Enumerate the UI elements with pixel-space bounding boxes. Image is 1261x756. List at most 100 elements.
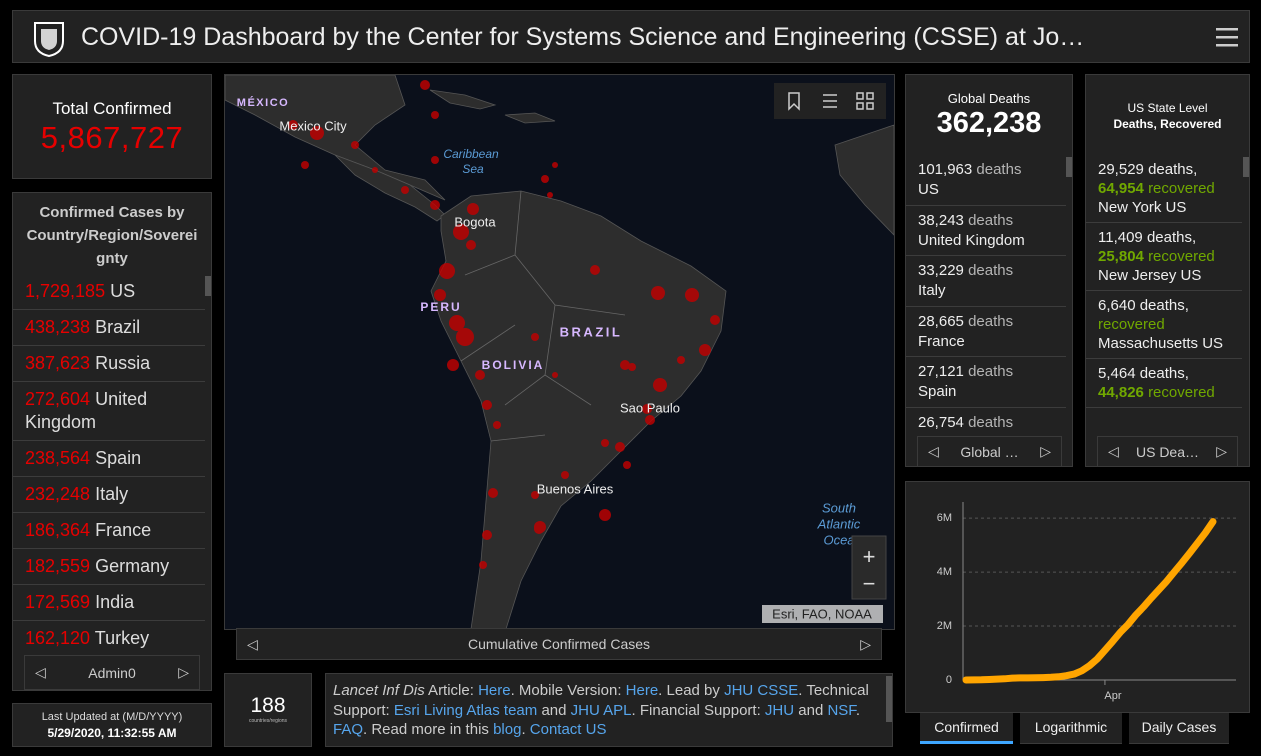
case-bubble[interactable]: [699, 344, 711, 356]
case-bubble[interactable]: [475, 370, 485, 380]
zoom-in[interactable]: +: [863, 544, 876, 569]
case-bubble[interactable]: [482, 530, 492, 540]
case-bubble[interactable]: [677, 356, 685, 364]
logo: [34, 22, 64, 57]
next[interactable]: ▷: [860, 635, 871, 652]
case-bubble[interactable]: [623, 461, 631, 469]
case-bubble[interactable]: [482, 400, 492, 410]
legend-button[interactable]: [823, 94, 837, 108]
case-bubble[interactable]: [601, 439, 609, 447]
case-bubble[interactable]: [547, 192, 553, 198]
country-value: 387,623: [25, 353, 91, 373]
link[interactable]: Here: [625, 682, 659, 699]
link[interactable]: JHU: [764, 701, 795, 719]
case-bubble[interactable]: [488, 488, 498, 498]
bookmark-button[interactable]: [788, 92, 800, 111]
case-bubble[interactable]: [620, 360, 630, 370]
case-bubble[interactable]: [449, 315, 465, 331]
case-bubble[interactable]: [466, 240, 476, 250]
scrollbar[interactable]: [1066, 157, 1072, 177]
case-bubble[interactable]: [541, 175, 549, 183]
case-bubble[interactable]: [552, 162, 558, 168]
zoom-out[interactable]: −: [863, 571, 876, 596]
map-nav[interactable]: ◁ Cumulative Confirmed Cases ▷: [236, 628, 882, 660]
menu-button[interactable]: [1216, 27, 1238, 47]
case-bubble[interactable]: [431, 156, 439, 164]
countries-nav[interactable]: ◁ Admin0 ▷: [24, 655, 200, 690]
case-bubble[interactable]: [642, 404, 652, 414]
text: .: [855, 701, 860, 719]
case-bubble[interactable]: [615, 442, 625, 452]
case-bubble[interactable]: [710, 315, 720, 325]
case-bubble[interactable]: [561, 471, 569, 479]
case-bubble[interactable]: [301, 161, 309, 169]
nav-label: Admin0: [88, 664, 136, 681]
case-bubble[interactable]: [439, 263, 455, 279]
prev[interactable]: ◁: [35, 664, 46, 680]
case-bubble[interactable]: [552, 372, 558, 378]
country-row: 238,564 Spain: [13, 441, 205, 477]
link[interactable]: JHU CSSE: [724, 682, 799, 699]
link[interactable]: Contact US: [529, 721, 607, 738]
link[interactable]: NSF: [827, 701, 856, 719]
global-nav[interactable]: ◁ Global … ▷: [917, 436, 1062, 467]
case-bubble[interactable]: [479, 561, 487, 569]
tab[interactable]: Confirmed: [920, 713, 1013, 744]
scrollbar[interactable]: [886, 676, 892, 722]
tab[interactable]: Logarithmic: [1020, 713, 1122, 744]
case-bubble[interactable]: [599, 509, 611, 521]
case-bubble[interactable]: [401, 186, 409, 194]
case-bubble[interactable]: [651, 286, 665, 300]
case-bubble[interactable]: [493, 421, 501, 429]
prev[interactable]: ◁: [247, 635, 258, 652]
case-bubble[interactable]: [456, 328, 474, 346]
case-bubble[interactable]: [467, 203, 479, 215]
case-bubble[interactable]: [431, 111, 439, 119]
global-title: Global Deaths: [947, 91, 1031, 106]
text: .: [521, 721, 530, 738]
case-bubble[interactable]: [628, 363, 636, 371]
case-bubble[interactable]: [653, 378, 667, 392]
scrollbar[interactable]: [1243, 157, 1249, 177]
case-bubble[interactable]: [590, 265, 600, 275]
case-bubble[interactable]: [420, 80, 430, 90]
info-text: Lancet Inf Dis Article: Here. Mobile Ver…: [333, 681, 878, 740]
case-bubble[interactable]: [288, 120, 298, 130]
death-row: 27,121 deaths Spain: [906, 357, 1066, 408]
case-bubble[interactable]: [453, 224, 469, 240]
map-caption: Cumulative Confirmed Cases: [467, 636, 651, 652]
link[interactable]: blog: [493, 721, 522, 738]
case-bubble[interactable]: [531, 491, 539, 499]
case-bubble[interactable]: [434, 289, 446, 301]
next[interactable]: ▷: [1216, 443, 1227, 459]
next[interactable]: ▷: [1040, 443, 1051, 459]
link[interactable]: Esri Living Atlas team: [393, 701, 538, 719]
prev[interactable]: ◁: [928, 443, 939, 459]
attribution: Esri, FAO, NOAA: [772, 606, 872, 621]
prev[interactable]: ◁: [1108, 443, 1119, 459]
case-bubble[interactable]: [685, 288, 699, 302]
basemap-button[interactable]: [856, 92, 874, 110]
case-bubble[interactable]: [430, 200, 440, 210]
case-bubble[interactable]: [310, 126, 324, 140]
link[interactable]: Here: [478, 682, 511, 699]
scrollbar[interactable]: [205, 276, 211, 296]
case-bubble[interactable]: [372, 167, 378, 173]
us-deaths-word: deaths,: [1148, 161, 1198, 178]
link[interactable]: JHU APL: [570, 701, 632, 719]
us-nav[interactable]: ◁ US Dea… ▷: [1097, 436, 1238, 467]
case-bubble[interactable]: [534, 524, 544, 534]
next[interactable]: ▷: [178, 664, 189, 680]
case-bubble[interactable]: [447, 359, 459, 371]
country-value: 1,729,185: [25, 281, 106, 301]
global-panel: Global Deaths 362,238 101,963 deaths US 38…: [905, 74, 1073, 467]
us-country: US: [1180, 267, 1202, 284]
case-bubble[interactable]: [351, 141, 359, 149]
case-bubble[interactable]: [645, 415, 655, 425]
case-bubble[interactable]: [531, 333, 539, 341]
link[interactable]: FAQ: [333, 721, 364, 738]
country-value: 238,564: [25, 448, 91, 468]
tab[interactable]: Daily Cases: [1129, 713, 1229, 744]
countries-list: 1,729,185 US 438,238 Brazil 387,623 Russia…: [13, 274, 205, 656]
